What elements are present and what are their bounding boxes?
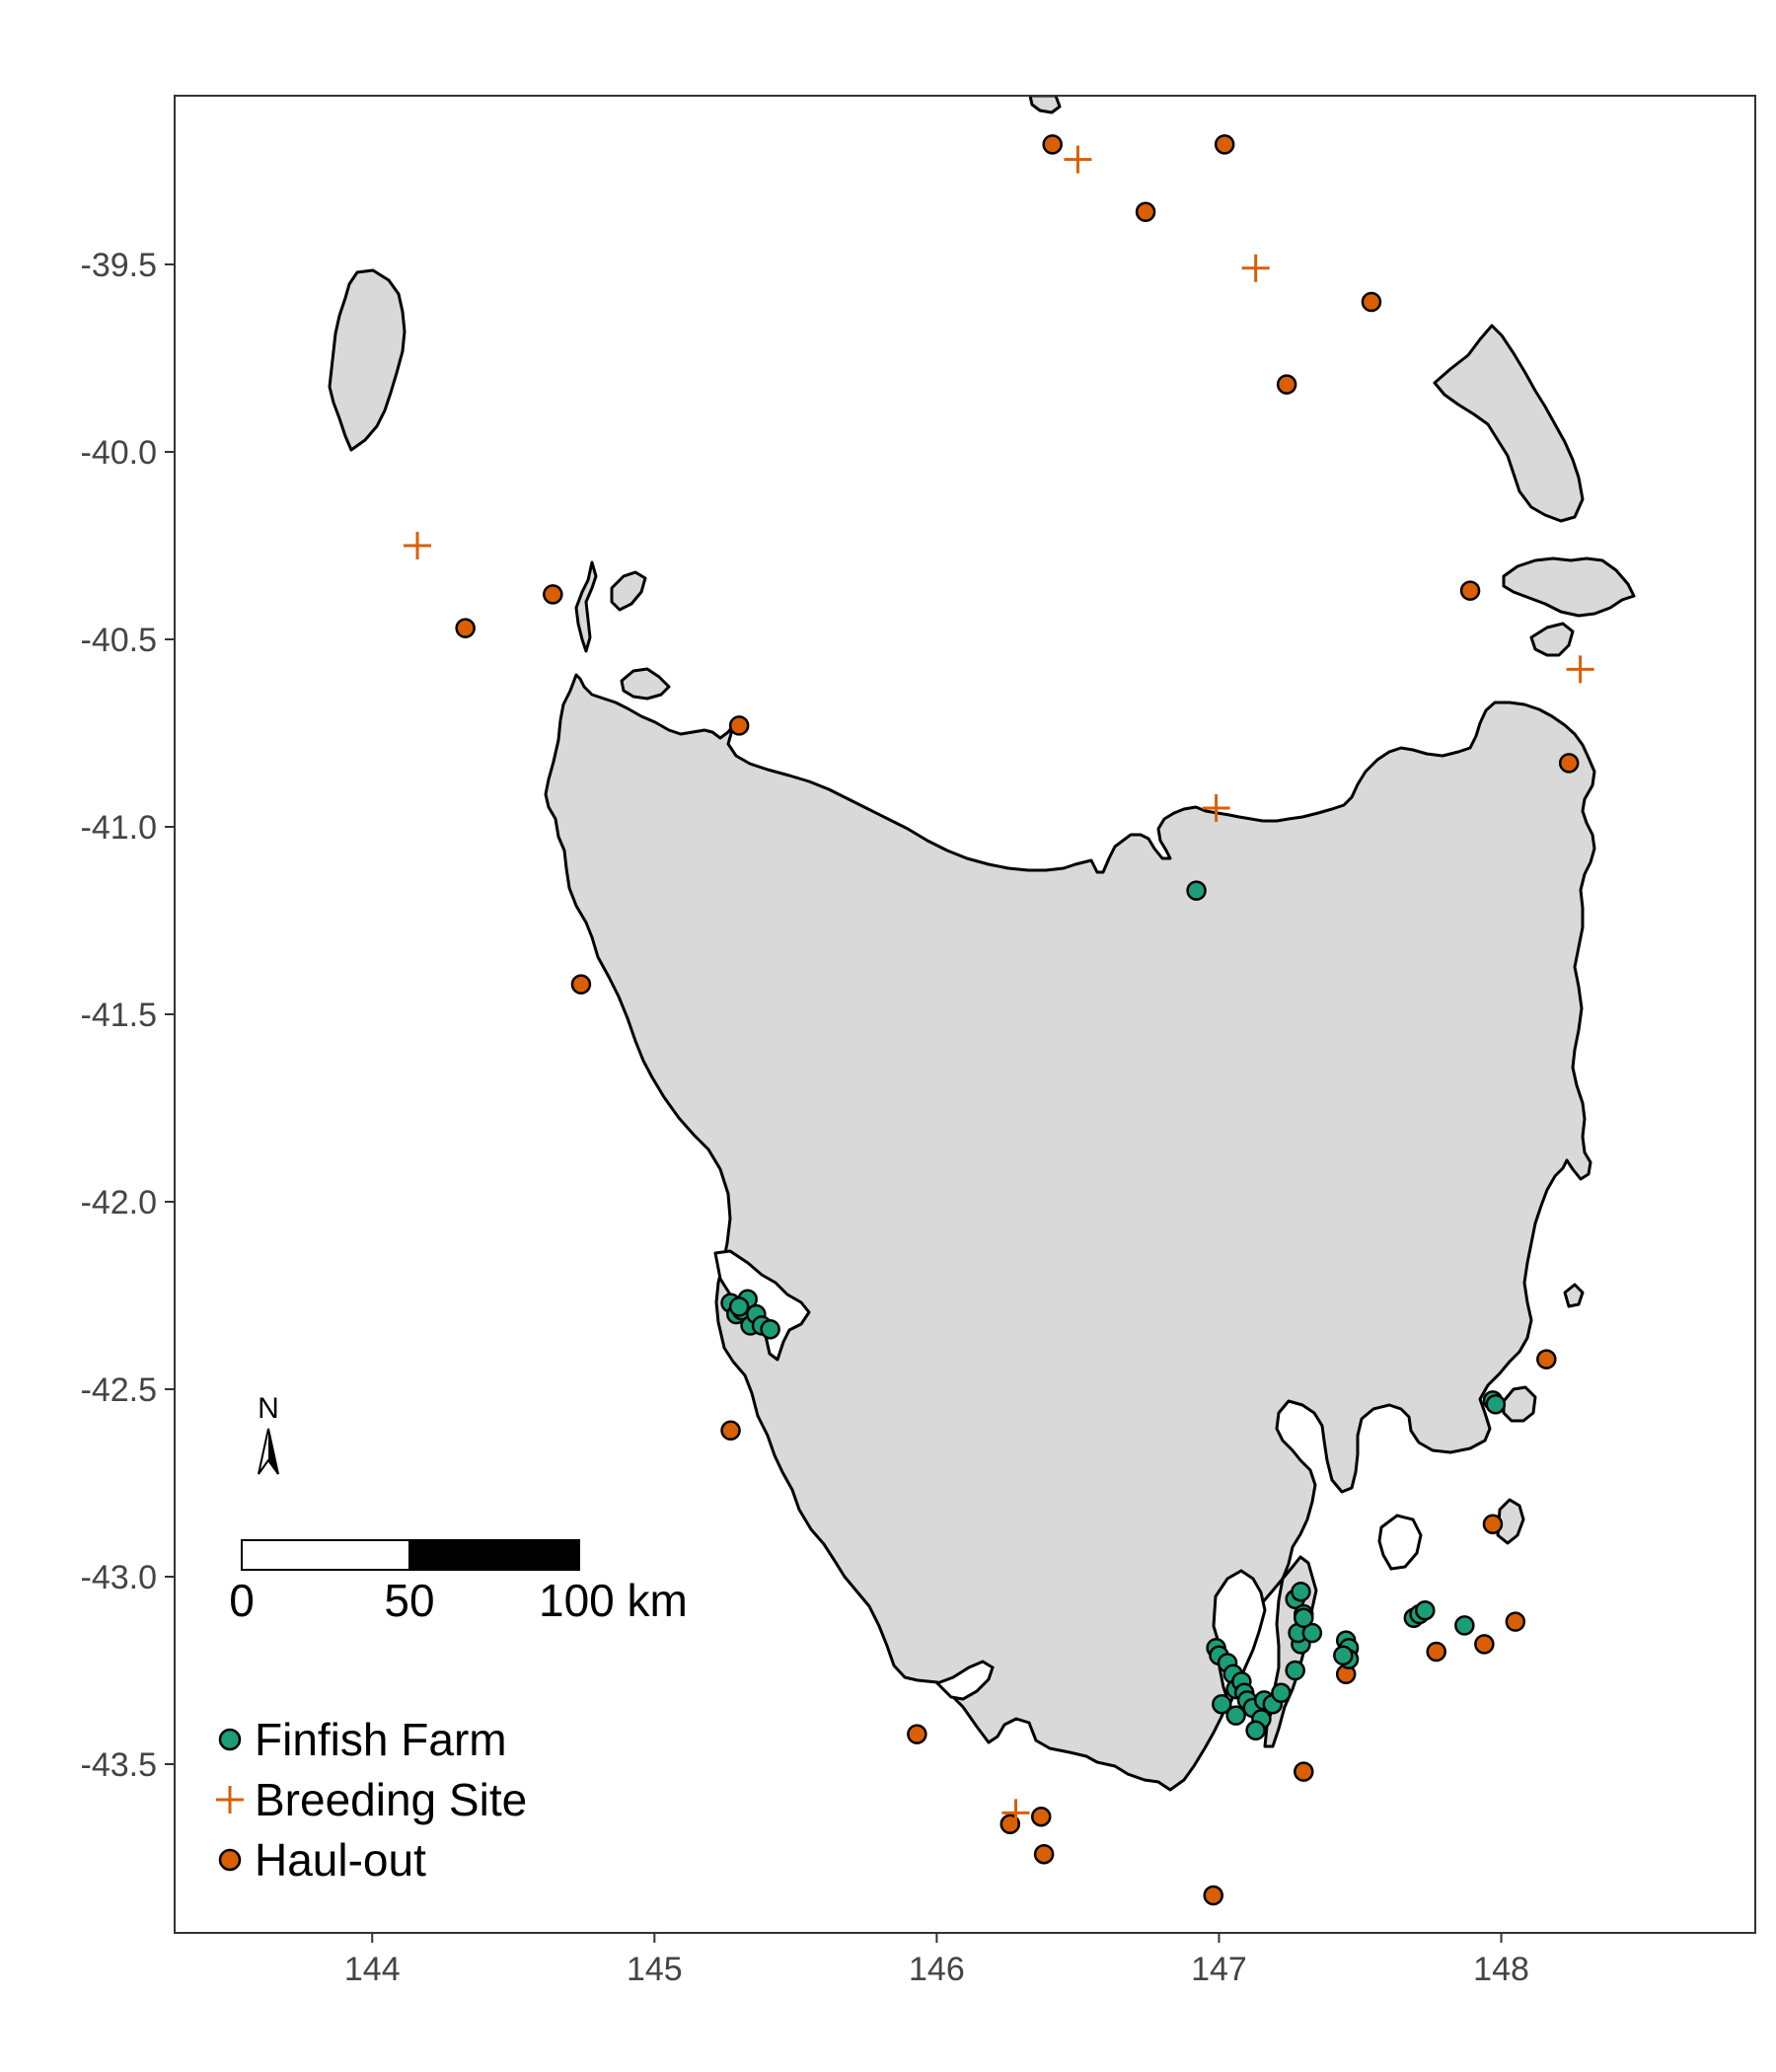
breeding-site-point xyxy=(1001,1799,1030,1827)
finfish-farm-point xyxy=(1212,1693,1232,1715)
finfish-farm-point xyxy=(728,1296,750,1317)
y-tick-label: -39.5 xyxy=(81,247,158,284)
haul-out-point xyxy=(1203,1885,1223,1906)
clarke-island xyxy=(1529,622,1575,657)
legend-finfish-farm-symbol xyxy=(218,1728,242,1751)
east-coast-islet xyxy=(1563,1283,1585,1308)
hunter-island xyxy=(574,560,598,653)
y-tick-label: -43.5 xyxy=(81,1746,158,1784)
haul-out-point xyxy=(570,974,592,995)
haul-out-point xyxy=(1294,1761,1314,1782)
breeding-site-point xyxy=(1202,794,1230,822)
haul-out-point xyxy=(907,1724,927,1744)
finfish-farm-point xyxy=(1454,1615,1475,1636)
haul-out-point xyxy=(1030,1806,1052,1827)
haul-out-point xyxy=(1558,753,1580,774)
scale-label-0: 0 xyxy=(229,1575,255,1626)
haul-out-point xyxy=(1426,1641,1446,1663)
haul-out-point xyxy=(1276,374,1297,395)
y-axis: -39.5 -40.0 -40.5 -41.0 -41.5 -42.0 -42.5 -43.0… xyxy=(81,247,175,1784)
finfish-farm-point xyxy=(1291,1581,1311,1602)
haul-out-point xyxy=(1505,1611,1526,1632)
north-arrow-label: N xyxy=(258,1392,279,1425)
finfish-farm-point xyxy=(1415,1599,1436,1621)
finfish-farm-point xyxy=(1333,1645,1354,1666)
finfish-farm-point xyxy=(760,1318,780,1340)
haul-out-point xyxy=(1042,134,1063,155)
x-tick-label: 146 xyxy=(909,1951,965,1988)
legend-haul-out-label: Haul-out xyxy=(255,1834,426,1886)
haul-out-point xyxy=(1135,201,1156,223)
maria-island xyxy=(1496,1498,1525,1545)
mainland-fragment xyxy=(1028,96,1062,114)
finfish-farm-point xyxy=(1225,1705,1246,1726)
haul-out-point xyxy=(1536,1349,1557,1369)
haul-out-point xyxy=(543,584,563,605)
haul-out-point xyxy=(1459,580,1481,601)
legend-breeding-site-label: Breeding Site xyxy=(255,1774,527,1825)
scale-bar-black-segment xyxy=(408,1539,580,1571)
haul-out-point xyxy=(1033,1843,1055,1865)
breeding-site-point xyxy=(1064,145,1092,174)
x-tick-label: 144 xyxy=(344,1951,401,1988)
y-tick-label: -41.0 xyxy=(81,809,158,847)
x-tick-label: 147 xyxy=(1191,1951,1247,1988)
points-layer xyxy=(404,134,1594,1906)
breeding-site-point xyxy=(1241,254,1270,282)
finfish-farm-point xyxy=(1186,880,1207,901)
king-island xyxy=(328,268,407,452)
haul-out-point xyxy=(1482,1514,1504,1535)
finfish-farm-point xyxy=(1301,1622,1323,1644)
three-hummock-island xyxy=(610,570,647,612)
north-arrow-icon-fill xyxy=(268,1429,278,1474)
finfish-farm-point xyxy=(1271,1682,1292,1704)
legend-haul-out-symbol xyxy=(218,1848,242,1872)
haul-out-point xyxy=(1361,291,1382,313)
legend-breeding-site-symbol xyxy=(216,1786,244,1813)
finfish-farm-point xyxy=(1285,1660,1305,1681)
robbins-island xyxy=(620,667,671,701)
haul-out-point xyxy=(1214,134,1235,155)
port-davey xyxy=(934,1660,995,1701)
x-tick-label: 145 xyxy=(627,1951,683,1988)
y-tick-label: -41.5 xyxy=(81,997,158,1034)
x-axis: 144 145 146 147 148 xyxy=(344,1933,1529,1988)
finfish-farm-point xyxy=(1485,1393,1507,1415)
finfish-farm-point xyxy=(1245,1720,1266,1741)
norfolk-bay xyxy=(1377,1514,1423,1571)
haul-out-point xyxy=(455,618,476,638)
scale-bar: 0 50 100 km xyxy=(229,1539,688,1626)
haul-out-point xyxy=(728,715,750,736)
legend-finfish-farm-label: Finfish Farm xyxy=(255,1714,507,1765)
haul-out-point xyxy=(720,1420,741,1442)
schouten-island xyxy=(1502,1385,1537,1423)
x-tick-label: 148 xyxy=(1473,1951,1529,1988)
y-tick-label: -40.0 xyxy=(81,434,158,472)
scale-bar-white-segment xyxy=(241,1539,410,1571)
flinders-island xyxy=(1433,324,1585,523)
scale-label-100: 100 km xyxy=(539,1575,688,1626)
y-tick-label: -40.5 xyxy=(81,622,158,659)
breeding-site-point xyxy=(1566,655,1594,684)
scale-label-50: 50 xyxy=(384,1575,434,1626)
cape-barren-island xyxy=(1502,556,1636,618)
finfish-farm-point xyxy=(1294,1607,1314,1629)
y-tick-label: -42.0 xyxy=(81,1184,158,1221)
breeding-site-point xyxy=(404,532,432,559)
y-tick-label: -43.0 xyxy=(81,1559,158,1596)
north-arrow: N xyxy=(258,1392,279,1475)
legend: Finfish Farm Breeding Site Haul-out xyxy=(216,1714,527,1886)
y-tick-label: -42.5 xyxy=(81,1371,158,1409)
haul-out-point xyxy=(1474,1634,1495,1655)
tasmania-mainland xyxy=(544,673,1596,1792)
